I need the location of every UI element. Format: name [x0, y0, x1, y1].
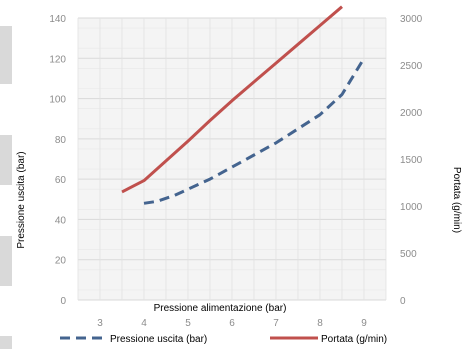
- y2-tick-label: 3000: [400, 14, 423, 25]
- x-tick-label: 6: [229, 318, 235, 329]
- left-edge-block-1: [0, 26, 12, 84]
- y2-tick-label: 500: [400, 249, 417, 260]
- x-tick-label: 5: [185, 318, 191, 329]
- y2-tick-label: 2500: [400, 61, 423, 72]
- y2-tick-label: 0: [400, 296, 406, 307]
- x-tick-label: 8: [317, 318, 323, 329]
- y-tick-label: 40: [55, 215, 67, 226]
- x-tick-label: 7: [273, 318, 279, 329]
- x-axis-title: Pressione alimentazione (bar): [154, 303, 287, 314]
- legend-label-pressione-uscita: Pressione uscita (bar): [110, 334, 207, 345]
- x-axis-ticks: 3 4 5 6 7 8 9: [97, 318, 367, 329]
- y-tick-label: 60: [55, 175, 67, 186]
- y-tick-label: 100: [49, 95, 66, 106]
- y2-axis-title: Portata (g/min): [451, 167, 462, 233]
- y-axis-title: Pressione uscita (bar): [16, 151, 27, 248]
- y-tick-label: 140: [49, 14, 66, 25]
- x-tick-label: 4: [141, 318, 147, 329]
- left-y-axis-ticks: 0 20 40 60 80 100 120 140: [49, 14, 66, 307]
- left-edge-block-4: [0, 336, 12, 349]
- y-tick-label: 120: [49, 54, 66, 65]
- left-edge-block-2: [0, 135, 12, 185]
- series-lines: [121, 5, 366, 205]
- y2-tick-label: 1000: [400, 202, 423, 213]
- x-tick-label: 3: [97, 318, 103, 329]
- x-tick-label: 9: [361, 318, 367, 329]
- series-line-portata: [121, 5, 343, 194]
- left-edge-block-3: [0, 236, 12, 286]
- y2-tick-label: 1500: [400, 155, 423, 166]
- legend: Pressione uscita (bar) Portata (g/min): [60, 334, 387, 345]
- y-tick-label: 20: [55, 256, 67, 267]
- y-tick-label: 0: [60, 296, 66, 307]
- right-y-axis-ticks: 0 500 1000 1500 2000 2500 3000: [400, 14, 423, 307]
- y-tick-label: 80: [55, 135, 67, 146]
- legend-label-portata: Portata (g/min): [321, 334, 387, 345]
- y2-tick-label: 2000: [400, 108, 423, 119]
